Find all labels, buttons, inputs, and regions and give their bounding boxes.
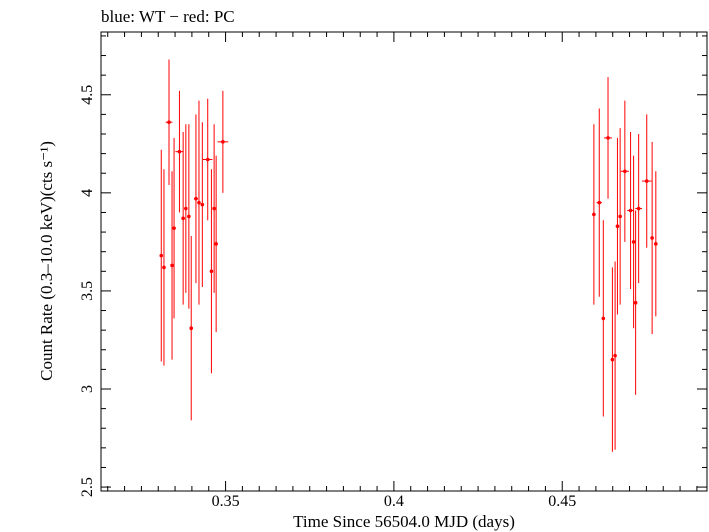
data-point xyxy=(159,149,164,362)
point-marker xyxy=(189,326,194,330)
point-marker xyxy=(610,357,615,362)
plot-frame xyxy=(100,31,708,492)
y-tick-label: 3 xyxy=(79,385,96,393)
y-tick-label: 4 xyxy=(79,189,96,197)
point-marker xyxy=(644,179,649,183)
data-point xyxy=(181,132,185,305)
data-point xyxy=(170,171,174,360)
data-point xyxy=(603,77,613,199)
data-point xyxy=(165,59,173,185)
point-marker xyxy=(162,265,166,270)
point-marker xyxy=(170,263,174,268)
data-point xyxy=(618,128,622,305)
point-marker xyxy=(205,157,210,162)
point-marker xyxy=(654,242,658,246)
point-marker xyxy=(615,224,620,228)
data-points xyxy=(159,59,658,452)
data-point xyxy=(596,108,602,297)
data-point xyxy=(193,114,198,284)
x-tick-labels: 0.35 0.4 0.45 xyxy=(212,493,577,510)
point-marker xyxy=(194,196,198,201)
point-marker xyxy=(184,206,188,211)
data-point xyxy=(212,124,216,293)
x-tick-label: 0.4 xyxy=(384,493,404,510)
point-marker xyxy=(636,206,641,211)
data-point xyxy=(635,134,643,284)
chart-title: blue: WT − red: PC xyxy=(101,7,235,26)
data-point xyxy=(615,137,620,315)
point-marker xyxy=(159,253,164,258)
y-tick-label: 4.5 xyxy=(79,85,96,105)
x-axis-label: Time Since 56504.0 MJD (days) xyxy=(293,512,515,531)
point-marker xyxy=(197,200,201,205)
data-point xyxy=(650,141,654,335)
x-tick-label: 0.45 xyxy=(548,493,576,510)
data-point xyxy=(642,114,652,248)
point-marker xyxy=(623,169,627,174)
point-marker xyxy=(214,242,218,246)
data-point xyxy=(175,90,184,213)
data-point xyxy=(610,267,615,452)
data-point xyxy=(197,100,201,305)
y-tick-labels: 2.5 3 3.5 4 4.5 xyxy=(79,85,96,497)
data-point xyxy=(217,90,229,193)
point-marker xyxy=(221,140,225,144)
data-point xyxy=(214,155,218,333)
point-marker xyxy=(597,200,602,205)
point-marker xyxy=(172,226,176,230)
point-marker xyxy=(650,236,654,240)
axis-ticks xyxy=(101,32,707,491)
point-marker xyxy=(167,120,171,125)
y-tick-label: 2.5 xyxy=(79,477,96,497)
point-marker xyxy=(177,149,182,154)
data-point xyxy=(209,169,214,374)
point-marker xyxy=(628,208,633,213)
data-point xyxy=(187,124,191,309)
data-point xyxy=(203,98,213,221)
point-marker xyxy=(592,212,596,217)
data-point xyxy=(633,210,638,395)
data-point xyxy=(172,137,176,319)
data-point xyxy=(200,122,205,287)
x-tick-label: 0.35 xyxy=(212,493,240,510)
data-point xyxy=(631,155,636,329)
point-marker xyxy=(618,214,622,219)
data-point xyxy=(620,100,629,242)
point-marker xyxy=(181,216,185,221)
point-marker xyxy=(187,214,191,219)
data-point xyxy=(627,132,634,289)
data-point xyxy=(162,169,166,366)
data-point xyxy=(189,236,194,421)
data-point xyxy=(592,124,596,305)
y-axis-label: Count Rate (0.3–10.0 keV)(cts s⁻¹) xyxy=(37,141,56,381)
point-marker xyxy=(631,240,636,244)
point-marker xyxy=(606,136,610,140)
y-tick-label: 3.5 xyxy=(79,281,96,301)
data-point xyxy=(654,171,658,317)
data-point xyxy=(613,261,617,450)
point-marker xyxy=(200,202,205,207)
point-marker xyxy=(613,353,617,358)
data-point xyxy=(184,124,188,293)
data-point xyxy=(601,220,606,417)
point-marker xyxy=(212,206,216,211)
point-marker xyxy=(633,300,638,305)
point-marker xyxy=(601,316,606,321)
point-marker xyxy=(209,269,214,274)
